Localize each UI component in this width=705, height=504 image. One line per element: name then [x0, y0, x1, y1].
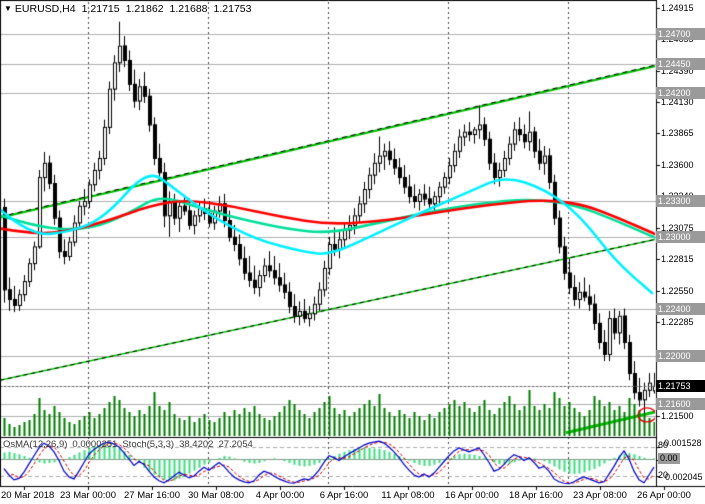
price-level-badge: 1.24200	[656, 87, 705, 100]
time-axis-label: 6 Apr 16:00	[319, 490, 369, 501]
time-axis-label: 20 Mar 2018	[1, 490, 55, 501]
price-level-badge: 1.23000	[656, 230, 705, 243]
symbol-timeframe: EURUSD,H4	[14, 3, 76, 15]
time-axis-label: 27 Mar 16:00	[124, 490, 180, 501]
stoch-signal-value: 27.2054	[218, 439, 253, 450]
price-axis[interactable]: 1.249151.246551.243901.241301.238651.236…	[656, 0, 705, 487]
price-level-badge: 1.24700	[656, 27, 705, 40]
price-tick-label: 1.22285	[661, 317, 694, 328]
open-value: 1.21715	[81, 3, 120, 15]
close-value: 1.21753	[213, 3, 252, 15]
time-axis-label: 26 Apr 00:00	[637, 490, 691, 501]
price-tick-label: 1.23075	[661, 222, 694, 233]
chart-header: ▼ EURUSD,H4 1.21715 1.21862 1.21688 1.21753	[4, 3, 257, 15]
osma-max-label: 0.001528	[664, 438, 702, 448]
price-tick-label: 1.24130	[661, 96, 694, 107]
price-tick-label: 1.21500	[661, 411, 694, 422]
time-axis-label: 4 Apr 00:00	[255, 490, 305, 501]
current-price-badge: 1.21753	[656, 379, 705, 392]
time-axis-label: 30 Mar 08:00	[188, 490, 244, 501]
price-tick-label: 1.23865	[661, 128, 694, 139]
symbol-marker-icon: ▼	[4, 4, 12, 13]
stoch-main-value: 38.4202	[179, 439, 214, 450]
osma-value: 0.0000251	[72, 439, 118, 450]
low-value: 1.21688	[169, 3, 208, 15]
time-axis-label: 18 Apr 16:00	[509, 490, 563, 501]
price-tick-label: 1.22815	[661, 253, 694, 264]
high-value: 1.21862	[125, 3, 164, 15]
price-level-badge: 1.22400	[656, 302, 705, 315]
indicator-label: OsMA(12,26,9) 0.0000251 Stoch(5,3,3) 38.420…	[3, 439, 258, 450]
time-axis-label: 23 Apr 08:00	[573, 490, 627, 501]
stoch-lower-level-label: 20	[658, 470, 669, 480]
time-axis[interactable]: 20 Mar 2018 23 Mar 00:00 27 Mar 16:00 30 Ma…	[0, 487, 705, 504]
time-axis-label: 16 Apr 00:00	[445, 490, 499, 501]
price-level-badge: 1.23300	[656, 194, 705, 207]
price-tick-label: 1.24915	[661, 3, 694, 13]
price-tick-label: 1.24390	[661, 65, 694, 76]
osma-label: OsMA(12,26,9)	[3, 439, 68, 450]
indicator-axis: 80 0.001528 0.00 20 0.002045	[656, 437, 705, 487]
price-tick-label: 1.22550	[661, 285, 694, 296]
price-level-badge: 1.22000	[656, 350, 705, 363]
price-level-badge: 1.21600	[656, 398, 705, 411]
price-tick-label: 1.23600	[661, 160, 694, 171]
stoch-upper-level-label: 80	[658, 440, 669, 450]
stoch-label: Stoch(5,3,3)	[122, 439, 175, 450]
osma-min-label: 0.002045	[665, 472, 703, 482]
time-axis-label: 11 Apr 08:00	[381, 490, 435, 501]
price-level-badge: 1.24450	[656, 57, 705, 70]
time-axis-label: 23 Mar 00:00	[60, 490, 116, 501]
osma-zero-label: 0.00	[658, 453, 680, 464]
